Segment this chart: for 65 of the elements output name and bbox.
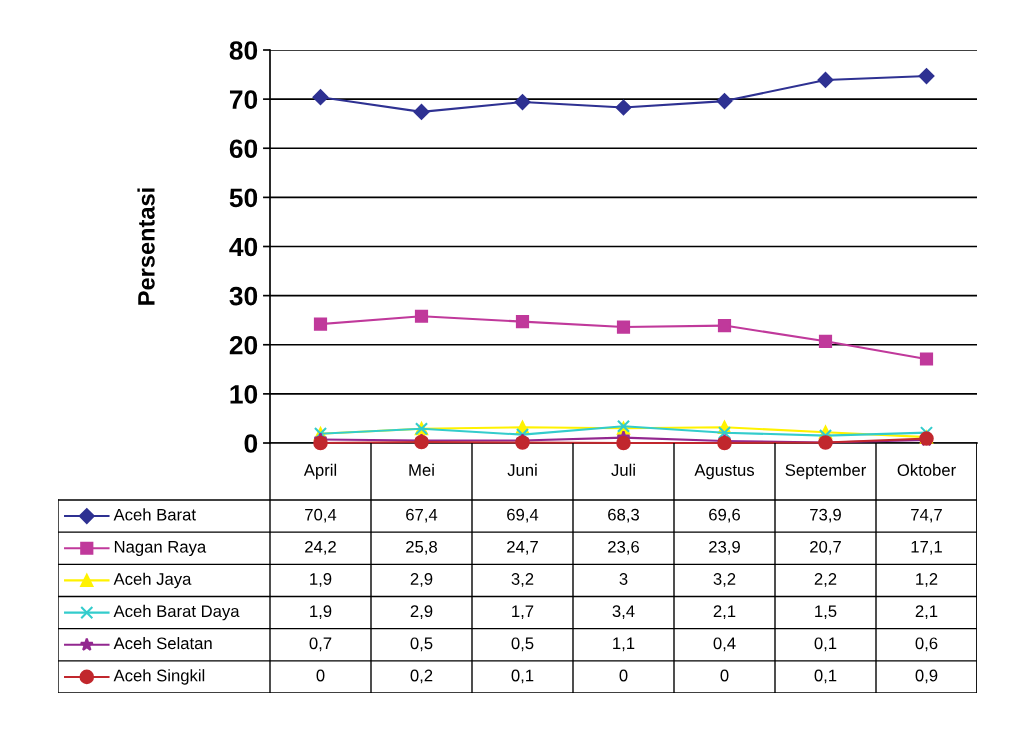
data-label: 0,1 bbox=[511, 669, 534, 684]
legend-label: Nagan Raya bbox=[114, 541, 207, 557]
legend-label: Aceh Singkil bbox=[113, 669, 205, 685]
data-label: 73,9 bbox=[810, 508, 841, 523]
data-label: 0 bbox=[619, 669, 628, 682]
data-label: 68,3 bbox=[608, 508, 639, 523]
data-label: 2,2 bbox=[814, 573, 837, 587]
x-tick-label: April bbox=[303, 463, 337, 480]
data-label: 0,1 bbox=[814, 637, 837, 652]
data-label: 69,4 bbox=[507, 508, 539, 523]
data-label: 3 bbox=[619, 573, 628, 585]
y-tick-label: 80 bbox=[229, 41, 258, 60]
legend-label: Aceh Barat bbox=[113, 508, 196, 521]
data-label: 1,1 bbox=[613, 637, 635, 652]
data-label: 2,1 bbox=[915, 605, 938, 620]
x-tick-label: Mei bbox=[409, 463, 434, 476]
data-label: 20,7 bbox=[810, 540, 841, 555]
data-label: 0,5 bbox=[511, 637, 534, 652]
data-label: 0,2 bbox=[410, 669, 433, 684]
data-label: 23,9 bbox=[709, 540, 740, 555]
data-label: 0,5 bbox=[410, 637, 433, 652]
data-label: 3,2 bbox=[511, 573, 534, 587]
data-label: 25,8 bbox=[406, 540, 437, 555]
x-tick-label: September bbox=[785, 463, 866, 480]
legend-label: Aceh Barat Daya bbox=[113, 604, 240, 621]
x-tick-label: Oktober bbox=[897, 463, 956, 476]
data-label: 3,4 bbox=[612, 605, 635, 620]
x-tick-label: Agustus bbox=[694, 464, 755, 480]
x-tick-label: Juli bbox=[611, 463, 635, 476]
data-label: 0,7 bbox=[309, 637, 332, 652]
data-label: 67,4 bbox=[406, 508, 438, 523]
data-label: 23,6 bbox=[608, 540, 639, 555]
data-label: 1,5 bbox=[815, 605, 837, 620]
data-label: 0,6 bbox=[915, 637, 938, 652]
data-label: 1,2 bbox=[916, 573, 938, 587]
y-axis-title: Persentasi bbox=[137, 188, 155, 305]
data-label: 69,6 bbox=[709, 508, 740, 523]
data-label: 2,1 bbox=[713, 605, 736, 620]
y-tick-label: 10 bbox=[230, 385, 258, 404]
x-tick-label: Juni bbox=[507, 463, 537, 476]
data-label: 1,7 bbox=[512, 605, 534, 620]
data-label: 0 bbox=[720, 669, 729, 682]
data-label: 0 bbox=[316, 669, 325, 682]
legend-label: Aceh Selatan bbox=[113, 636, 212, 650]
data-label: 0,4 bbox=[713, 637, 736, 652]
data-label: 1,9 bbox=[310, 605, 332, 620]
y-tick-label: 0 bbox=[244, 434, 258, 453]
data-label: 17,1 bbox=[911, 541, 942, 555]
data-label: 24,7 bbox=[507, 540, 538, 555]
legend-label: Aceh Jaya bbox=[113, 572, 192, 589]
y-tick-label: 30 bbox=[229, 286, 258, 306]
data-label: 70,4 bbox=[305, 508, 337, 523]
data-label: 0,9 bbox=[915, 669, 938, 684]
y-tick-label: 50 bbox=[229, 188, 258, 208]
data-label: 2,9 bbox=[410, 573, 433, 587]
y-tick-label: 60 bbox=[229, 139, 258, 159]
data-label: 0,1 bbox=[814, 669, 837, 684]
y-tick-label: 20 bbox=[229, 335, 258, 355]
y-tick-label: 40 bbox=[229, 237, 258, 257]
data-label: 74,7 bbox=[911, 508, 942, 523]
y-tick-label: 70 bbox=[229, 90, 258, 109]
data-label: 24,2 bbox=[305, 540, 336, 555]
data-label: 1,9 bbox=[310, 573, 332, 587]
data-label: 3,2 bbox=[713, 573, 736, 587]
data-label: 2,9 bbox=[410, 605, 433, 620]
